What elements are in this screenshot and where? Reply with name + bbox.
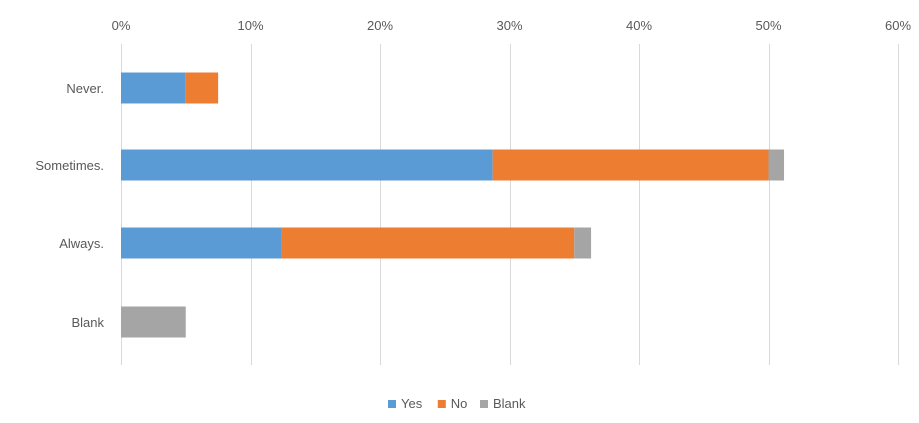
x-tick-label: 50%: [755, 18, 781, 33]
x-tick-label: 10%: [237, 18, 263, 33]
bar-segment-no: [492, 149, 769, 181]
bar-segment-yes: [121, 149, 493, 181]
x-tick-label: 60%: [885, 18, 911, 33]
legend-label-blank: Blank: [493, 396, 526, 411]
bar-segment-blank: [121, 306, 186, 338]
legend-swatch-no: [437, 400, 446, 408]
category-label: Always.: [59, 236, 104, 251]
x-tick-label: 30%: [496, 18, 522, 33]
bar-segment-yes: [121, 72, 186, 104]
legend-label-yes: Yes: [401, 396, 423, 411]
legend-swatch-blank: [480, 400, 488, 408]
bar-segment-blank: [768, 149, 785, 181]
x-tick-label: 40%: [626, 18, 652, 33]
category-labels: Never. Sometimes. Always. Blank: [35, 81, 104, 330]
legend-label-no: No: [451, 396, 468, 411]
category-label: Blank: [71, 315, 104, 330]
category-label: Sometimes.: [35, 158, 104, 173]
grid-lines: [121, 44, 899, 365]
legend-swatch-yes: [388, 400, 396, 408]
x-tick-label: 20%: [367, 18, 393, 33]
bar-segment-blank: [574, 227, 592, 259]
x-tick-label: 0%: [112, 18, 131, 33]
bar-segment-no: [185, 72, 219, 104]
legend: Yes No Blank: [388, 396, 526, 411]
x-axis-tick-labels: 0% 10% 20% 30% 40% 50% 60%: [112, 18, 912, 33]
bars: [121, 72, 785, 338]
category-label: Never.: [66, 81, 104, 96]
bar-segment-yes: [121, 227, 282, 259]
bar-segment-no: [281, 227, 575, 259]
